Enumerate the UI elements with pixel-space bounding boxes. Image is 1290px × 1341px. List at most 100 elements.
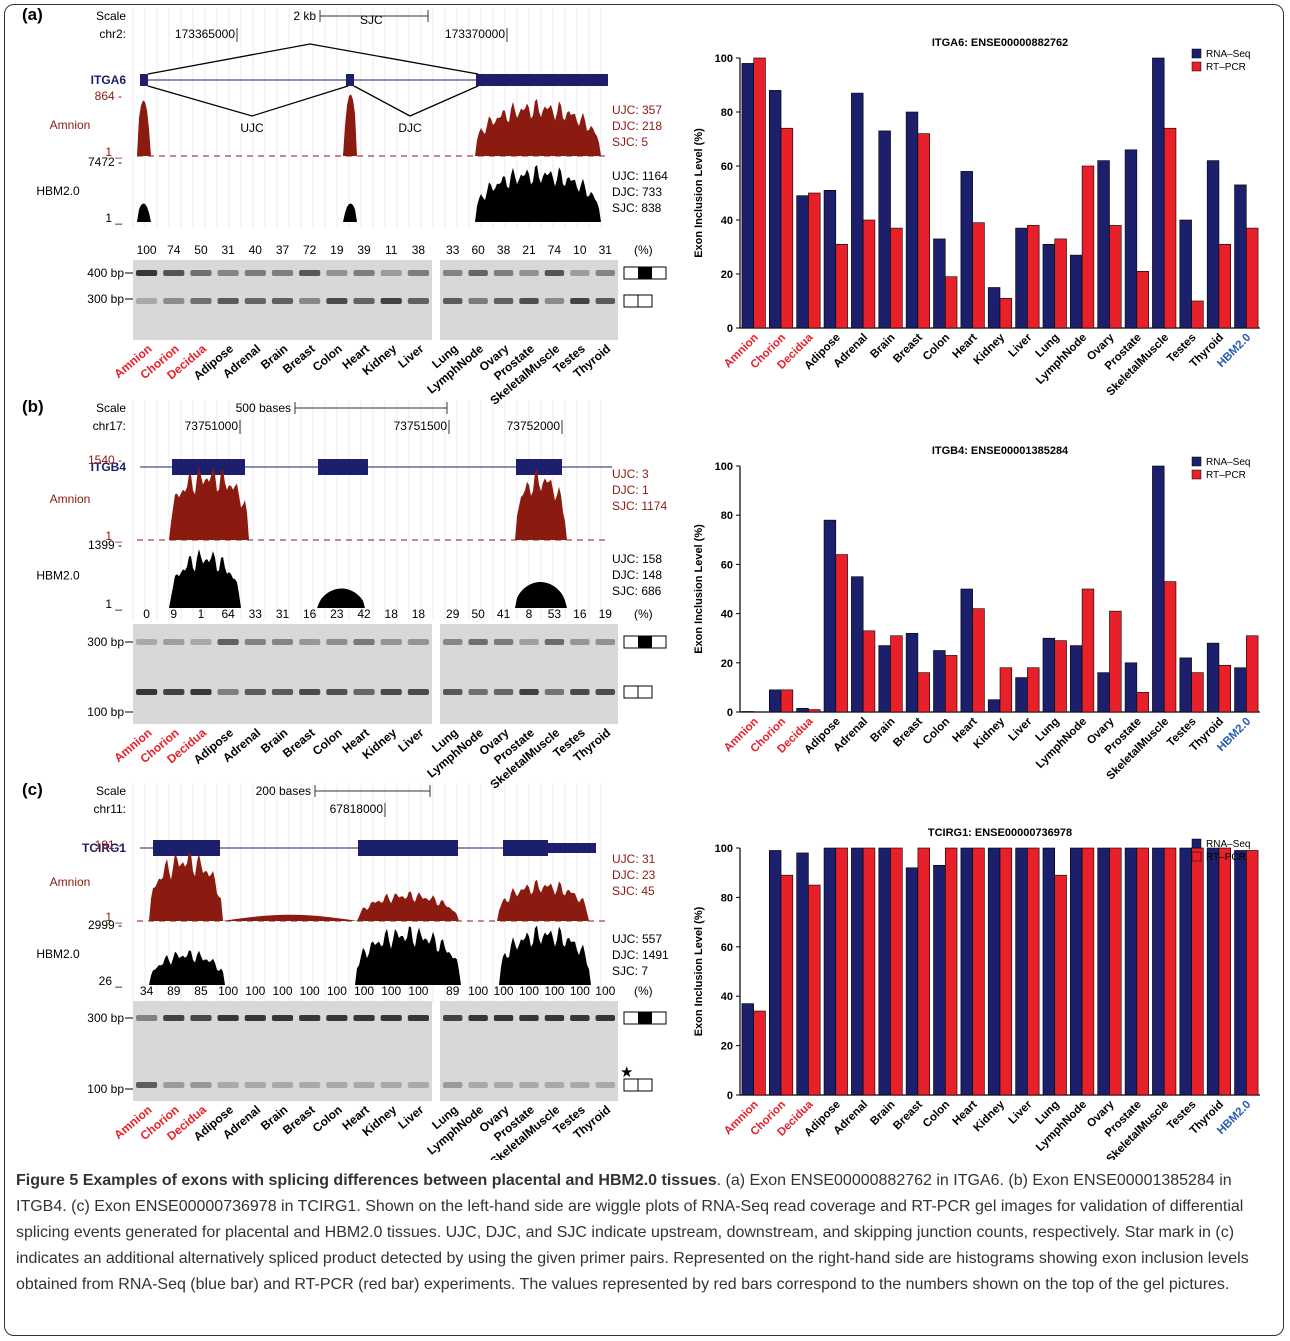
- bar-rt-pcr: [944, 847, 958, 1096]
- panel-letter: (b): [22, 397, 44, 416]
- bar-rt-pcr: [944, 276, 958, 329]
- legend-label: RNA–Seq: [1206, 839, 1250, 850]
- gel-band: [595, 689, 615, 695]
- gel-percent-label: 31: [276, 607, 290, 621]
- gel-band: [468, 639, 488, 645]
- exon-block: [476, 74, 608, 86]
- bar-rt-pcr: [1163, 847, 1177, 1096]
- hbm-junction-count: UJC: 158: [612, 552, 662, 566]
- gel-band: [519, 270, 539, 276]
- gel-band: [244, 689, 266, 695]
- x-tick-label: Colon: [921, 332, 953, 364]
- amnion-max-label: 864 -: [95, 89, 122, 103]
- gel-band: [299, 689, 321, 695]
- bar-rna-seq: [1070, 645, 1083, 713]
- hbm-track-label: HBM2.0: [36, 947, 80, 961]
- figure-svg: (a) Scale 2 kb chr2: 173365000 173370000 ITGA6…: [22, 5, 1260, 1160]
- gel-percent-label: 100: [570, 984, 590, 998]
- star-mark: ★: [620, 1064, 633, 1081]
- gel-band: [407, 1015, 429, 1021]
- chart-title: ITGA6: ENSE00000882762: [932, 37, 1068, 49]
- exon-block: [358, 840, 458, 856]
- gel-band: [380, 639, 402, 645]
- gel-percent-label: 100: [595, 984, 615, 998]
- bar-rna-seq: [1070, 847, 1083, 1096]
- gel-percent-label: 100: [544, 984, 564, 998]
- gel-band: [299, 639, 321, 645]
- bar-rna-seq: [1042, 847, 1056, 1096]
- gel-percent-label: 16: [573, 607, 587, 621]
- bar-rna-seq: [933, 238, 946, 329]
- gel-percent-label: 74: [548, 243, 562, 257]
- gel-lane-label: Liver: [395, 725, 426, 754]
- bar-rt-pcr: [1109, 610, 1122, 713]
- bar-rt-pcr: [835, 847, 848, 1096]
- gel-band: [380, 1015, 402, 1021]
- gel-band: [136, 1082, 158, 1088]
- bar-rna-seq: [1042, 637, 1056, 713]
- gel-percent-label: 38: [412, 243, 426, 257]
- hbm-junction-count: SJC: 7: [612, 964, 648, 978]
- bar-rt-pcr: [1109, 225, 1122, 329]
- gel-band: [136, 1015, 158, 1021]
- bar-rt-pcr: [780, 689, 794, 713]
- hbm-junction-count: DJC: 733: [612, 185, 662, 199]
- bar-rna-seq: [987, 847, 1001, 1096]
- gel-band: [570, 689, 590, 695]
- gel-percent-label: 100: [381, 984, 401, 998]
- gel-band: [244, 270, 266, 276]
- gel-percent-label: 60: [471, 243, 485, 257]
- bar-rt-pcr: [862, 219, 876, 329]
- gel-band: [299, 270, 321, 276]
- bar-rna-seq: [823, 519, 837, 713]
- gel-band: [570, 1015, 590, 1021]
- y-axis-label: Exon Inclusion Level (%): [693, 906, 705, 1036]
- amnion-coverage: [135, 851, 608, 921]
- djc-junction-label: DJC: [398, 121, 422, 135]
- bar-rt-pcr: [1054, 640, 1067, 713]
- gel-percent-label: 16: [303, 607, 317, 621]
- bar-rt-pcr: [890, 227, 903, 329]
- gel-percent-label: 18: [412, 607, 426, 621]
- legend-label: RNA–Seq: [1206, 49, 1250, 60]
- bar-rt-pcr: [835, 244, 848, 329]
- gel-percent-label: 33: [446, 243, 460, 257]
- y-tick-label: 60: [721, 559, 733, 571]
- gel-lane-label: Colon: [310, 726, 345, 759]
- gel-band: [493, 689, 514, 695]
- gel-percent-label: 74: [167, 243, 181, 257]
- y-tick-label: 60: [721, 161, 733, 173]
- caption-fig-number: Figure 5: [16, 1172, 79, 1189]
- y-tick-label: 0: [727, 707, 733, 719]
- coordinate-label: 173365000: [175, 27, 235, 41]
- x-tick-label: Kidney: [972, 715, 1008, 751]
- gel-band: [443, 1015, 463, 1021]
- chart-title: TCIRG1: ENSE00000736978: [928, 827, 1072, 839]
- amnion-junction-count: SJC: 1174: [612, 499, 667, 513]
- bar-rt-pcr: [972, 608, 985, 713]
- gel-lane-label: Colon: [310, 1103, 345, 1136]
- gel-band: [299, 1082, 321, 1088]
- bar-rt-pcr: [1163, 127, 1177, 329]
- bar-rna-seq: [987, 287, 1001, 329]
- gel-percent-label: 100: [468, 984, 488, 998]
- gel-percent-label: 53: [548, 607, 562, 621]
- bar-rt-pcr: [1136, 847, 1149, 1096]
- bar-rna-seq: [1097, 160, 1110, 329]
- gene-name: ITGB4: [91, 460, 127, 474]
- gel-percent-label: 100: [327, 984, 347, 998]
- gel-band: [443, 270, 463, 276]
- y-tick-label: 80: [721, 510, 733, 522]
- chart-title: ITGB4: ENSE00001385284: [932, 445, 1069, 457]
- legend-swatch: [1191, 838, 1202, 849]
- gel-percent-label: 42: [357, 607, 371, 621]
- bar-rt-pcr: [890, 847, 903, 1096]
- gel-percent-label: 100: [245, 984, 265, 998]
- bar-rna-seq: [960, 588, 973, 713]
- gel-percent-label: 100: [137, 243, 157, 257]
- y-tick-label: 40: [721, 215, 733, 227]
- legend-label: RT–PCR: [1206, 470, 1246, 481]
- gel-band: [544, 270, 565, 276]
- gel-lane-label: Liver: [395, 1102, 426, 1131]
- gel-band: [595, 298, 615, 304]
